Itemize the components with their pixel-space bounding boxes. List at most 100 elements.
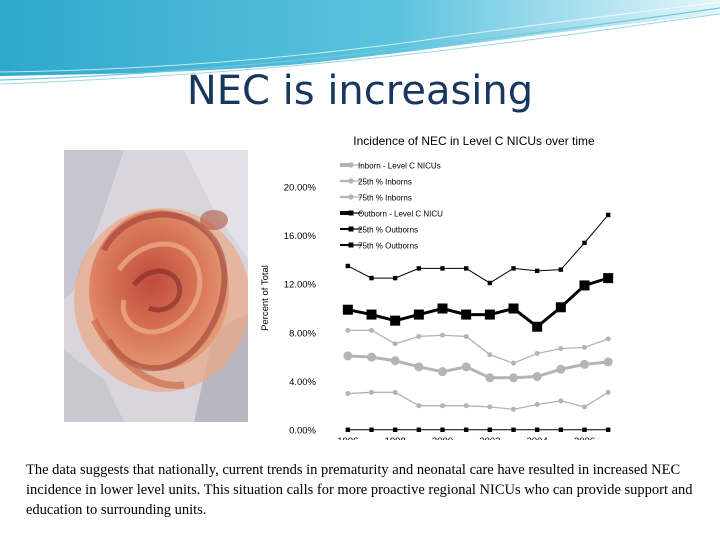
data-point <box>463 333 469 339</box>
x-tick-label: 2006 <box>574 436 595 440</box>
data-point <box>440 332 445 338</box>
series-6 <box>345 212 611 286</box>
data-point <box>532 372 542 382</box>
data-point <box>345 327 351 333</box>
data-point <box>605 427 611 432</box>
data-point <box>555 302 566 313</box>
data-point <box>605 212 611 218</box>
data-point <box>582 344 587 350</box>
series-4 <box>342 273 614 332</box>
legend-label: 25th % Inborns <box>358 178 412 187</box>
legend-label: 25th % Outborns <box>358 226 418 235</box>
data-point <box>463 427 469 432</box>
legend-marker <box>348 194 354 200</box>
data-point <box>534 350 540 356</box>
data-point <box>367 352 376 362</box>
chart-title: Incidence of NEC in Level C NICUs over t… <box>353 134 595 148</box>
data-point <box>579 280 590 291</box>
data-point <box>487 280 493 286</box>
legend-item: Outborn - Level C NICU <box>340 210 443 219</box>
data-point <box>392 389 398 395</box>
data-point <box>558 398 564 404</box>
data-point <box>343 351 353 361</box>
data-point <box>534 268 540 274</box>
data-point <box>461 309 472 320</box>
data-point <box>605 389 611 395</box>
data-point <box>605 336 611 342</box>
x-tick-label: 2004 <box>527 436 548 440</box>
legend-label: 75th % Inborns <box>358 194 412 203</box>
data-point <box>582 240 587 246</box>
data-point <box>487 404 493 410</box>
data-point <box>438 367 447 377</box>
data-point <box>558 427 564 432</box>
legend-item: 75th % Outborns <box>340 242 418 251</box>
y-tick-label: 20.00% <box>284 183 317 194</box>
y-tick-label: 0.00% <box>289 426 316 437</box>
data-point <box>509 373 518 383</box>
decorative-wave-banner <box>0 0 720 85</box>
data-point <box>603 273 614 284</box>
y-tick-label: 8.00% <box>289 328 316 339</box>
y-tick-label: 4.00% <box>289 377 316 388</box>
data-point <box>413 309 424 320</box>
x-tick-label: 2002 <box>479 436 500 440</box>
data-point <box>369 327 374 333</box>
data-point <box>582 404 587 410</box>
nec-incidence-line-chart: Incidence of NEC in Level C NICUs over t… <box>248 128 628 440</box>
data-point <box>414 362 424 372</box>
data-point <box>508 303 519 314</box>
series-5 <box>345 427 611 432</box>
series-3 <box>345 327 611 366</box>
data-point <box>511 406 516 412</box>
data-point <box>485 373 495 383</box>
data-point <box>487 352 493 358</box>
data-point <box>463 266 469 271</box>
legend-item: 25th % Outborns <box>340 226 418 235</box>
x-tick-label: 1996 <box>337 436 358 440</box>
data-point <box>440 266 445 271</box>
legend-label: 75th % Outborns <box>358 242 418 251</box>
data-point <box>487 427 493 432</box>
data-point <box>392 427 398 432</box>
y-axis-label: Percent of Total <box>260 265 271 331</box>
data-point <box>437 303 448 314</box>
data-point <box>416 333 422 339</box>
data-point <box>461 362 471 372</box>
data-point <box>534 401 540 407</box>
legend-item: 75th % Inborns <box>340 194 412 203</box>
data-point <box>345 427 351 432</box>
data-point <box>416 427 422 432</box>
series-line <box>347 214 609 284</box>
data-point <box>556 364 566 374</box>
x-tick-label: 1998 <box>385 436 406 440</box>
data-point <box>390 356 400 366</box>
data-point <box>558 267 564 272</box>
data-point <box>440 427 445 432</box>
data-point <box>603 357 613 367</box>
legend-label: Inborn - Level C NICUs <box>358 162 441 171</box>
data-point <box>558 346 564 352</box>
data-point <box>532 321 543 332</box>
data-point <box>511 266 516 271</box>
legend-marker <box>348 210 354 216</box>
legend-marker <box>348 178 354 184</box>
legend-marker <box>348 162 354 168</box>
data-point <box>511 427 516 432</box>
data-point <box>369 389 374 395</box>
data-point <box>342 304 353 315</box>
data-point <box>582 427 587 432</box>
x-tick-label: 2000 <box>432 436 453 440</box>
data-point <box>511 360 516 366</box>
slide-title: NEC is increasing <box>186 68 534 114</box>
legend-marker <box>348 242 354 248</box>
data-point <box>369 427 374 432</box>
y-tick-label: 12.00% <box>284 280 317 291</box>
data-point <box>416 403 422 409</box>
data-point <box>416 266 422 271</box>
legend-marker <box>348 226 354 232</box>
legend-item: Inborn - Level C NICUs <box>340 162 441 171</box>
y-tick-label: 16.00% <box>284 231 317 242</box>
series-2 <box>345 389 611 412</box>
data-point <box>580 359 589 369</box>
